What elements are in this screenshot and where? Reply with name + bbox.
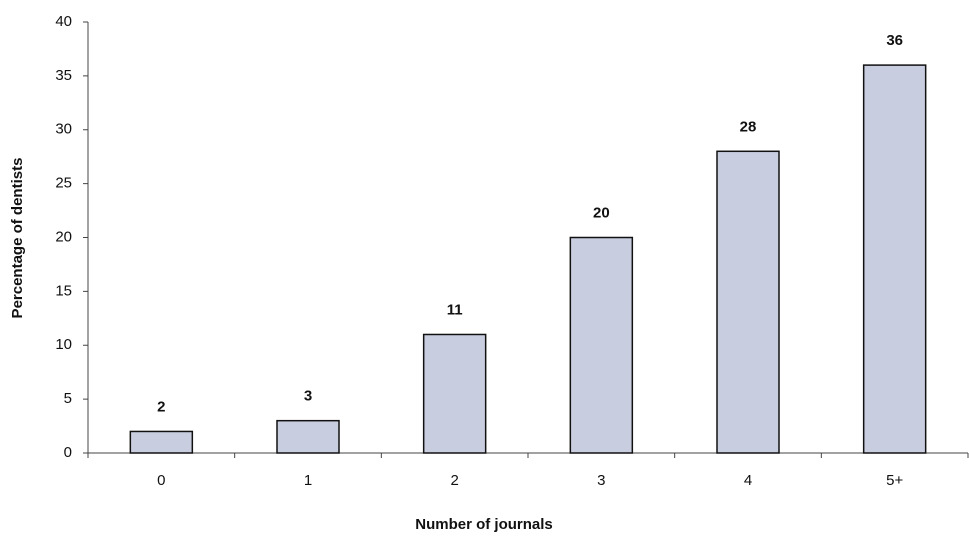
y-axis-label: Percentage of dentists — [9, 158, 26, 319]
x-tick-label: 5+ — [886, 472, 903, 489]
data-label: 3 — [304, 388, 312, 405]
bar — [422, 333, 487, 454]
data-label: 11 — [447, 301, 463, 318]
x-axis-label: Number of journals — [415, 516, 553, 533]
y-tick-label: 0 — [64, 444, 72, 461]
x-tick-label: 0 — [157, 472, 165, 489]
y-tick-label: 40 — [55, 13, 72, 30]
bar — [129, 430, 194, 454]
y-tick-label: 10 — [55, 336, 72, 353]
y-tick-label: 5 — [64, 390, 72, 407]
y-tick-label: 20 — [55, 228, 72, 245]
y-tick-label: 30 — [55, 121, 72, 138]
x-tick-label: 4 — [744, 472, 752, 489]
x-tick-label: 2 — [450, 472, 458, 489]
bar — [862, 64, 927, 454]
data-label: 36 — [886, 32, 903, 49]
data-label: 2 — [157, 398, 165, 415]
x-tick-label: 1 — [304, 472, 312, 489]
y-tick-label: 35 — [55, 67, 72, 84]
y-tick-label: 25 — [55, 175, 72, 192]
x-tick-label: 3 — [597, 472, 605, 489]
bar — [569, 236, 634, 454]
bar — [716, 150, 780, 454]
data-label: 28 — [740, 118, 757, 135]
data-label: 20 — [593, 204, 610, 221]
bar — [276, 419, 340, 454]
y-tick-label: 15 — [55, 282, 72, 299]
